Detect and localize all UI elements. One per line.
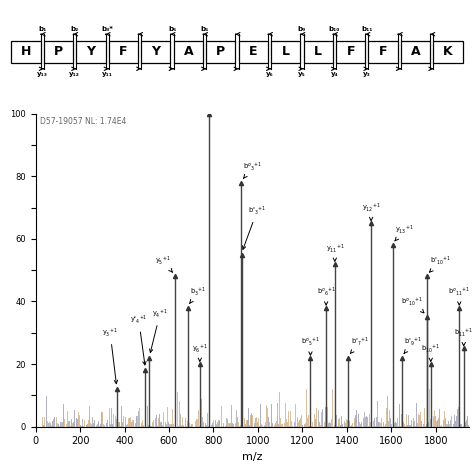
Text: y₁₂: y₁₂ xyxy=(69,71,80,77)
Text: b₁₀: b₁₀ xyxy=(328,26,340,32)
Bar xyxy=(44,41,73,63)
Text: b$^o$$_5$$^{+1}$: b$^o$$_5$$^{+1}$ xyxy=(301,336,320,355)
Text: b'$_3$$^{+1}$: b'$_3$$^{+1}$ xyxy=(243,204,266,249)
Text: y$_{11}$$^{+1}$: y$_{11}$$^{+1}$ xyxy=(326,242,344,261)
Bar xyxy=(173,41,203,63)
Bar xyxy=(401,41,430,63)
Text: b₁: b₁ xyxy=(38,26,46,32)
Text: y$_6$$^{+1}$: y$_6$$^{+1}$ xyxy=(192,342,208,361)
Text: y$_5$$^{+1}$: y$_5$$^{+1}$ xyxy=(155,255,173,272)
Text: b$^o$$_{10}$$^{+1}$: b$^o$$_{10}$$^{+1}$ xyxy=(401,295,424,313)
Text: y₁₁: y₁₁ xyxy=(102,71,112,77)
Text: y'$_4$$^{+1}$: y'$_4$$^{+1}$ xyxy=(130,314,147,365)
Text: b'$_9$$^{+1}$: b'$_9$$^{+1}$ xyxy=(404,336,422,354)
Text: A: A xyxy=(411,46,420,58)
Text: b₆: b₆ xyxy=(201,26,209,32)
Text: L: L xyxy=(314,46,322,58)
Bar xyxy=(238,41,268,63)
Text: y$_{12}$$^{+1}$: y$_{12}$$^{+1}$ xyxy=(362,201,381,220)
Text: D57-19057 NL: 1.74E4: D57-19057 NL: 1.74E4 xyxy=(40,117,126,126)
Text: b$_{11}$$^{+1}$: b$_{11}$$^{+1}$ xyxy=(454,327,473,346)
Text: P: P xyxy=(54,46,63,58)
Text: F: F xyxy=(119,46,128,58)
Text: y₅: y₅ xyxy=(298,71,306,77)
Text: H: H xyxy=(21,46,31,58)
Bar xyxy=(109,41,138,63)
Text: Y: Y xyxy=(86,46,95,58)
Text: y₆: y₆ xyxy=(265,71,273,77)
Bar xyxy=(433,41,463,63)
X-axis label: m/z: m/z xyxy=(242,452,263,462)
Text: y$_{13}$$^{+1}$: y$_{13}$$^{+1}$ xyxy=(395,223,414,241)
Text: b₉: b₉ xyxy=(298,26,306,32)
Text: b$_{10}$$^{+1}$: b$_{10}$$^{+1}$ xyxy=(421,342,440,361)
Bar xyxy=(11,41,41,63)
Text: E: E xyxy=(249,46,257,58)
Text: P: P xyxy=(216,46,225,58)
Text: Y: Y xyxy=(151,46,160,58)
Text: b$^o$$_6$$^{+1}$: b$^o$$_6$$^{+1}$ xyxy=(317,286,336,305)
Text: F: F xyxy=(379,46,387,58)
Text: K: K xyxy=(443,46,453,58)
Bar xyxy=(206,41,236,63)
Bar xyxy=(368,41,398,63)
Text: b₅: b₅ xyxy=(168,26,176,32)
Text: b$_2$$^{+1}$: b$_2$$^{+1}$ xyxy=(0,473,1,474)
Bar xyxy=(271,41,301,63)
Text: b₁₁: b₁₁ xyxy=(361,26,373,32)
Text: b$_3$$^{+1}$: b$_3$$^{+1}$ xyxy=(190,286,206,303)
Text: y₄: y₄ xyxy=(330,71,338,77)
Text: F: F xyxy=(346,46,355,58)
Text: b'$_7$$^{+1}$: b'$_7$$^{+1}$ xyxy=(350,336,369,354)
Text: y₃: y₃ xyxy=(363,71,371,77)
Text: b₃*: b₃* xyxy=(101,26,113,32)
Text: b₂: b₂ xyxy=(71,26,79,32)
Text: L: L xyxy=(282,46,290,58)
Text: b$^o$$_{11}$$^{+1}$: b$^o$$_{11}$$^{+1}$ xyxy=(448,286,470,305)
Bar xyxy=(303,41,333,63)
Text: y$_3$$^{+1}$: y$_3$$^{+1}$ xyxy=(102,327,118,383)
Bar xyxy=(76,41,106,63)
Text: b'$_{10}$$^{+1}$: b'$_{10}$$^{+1}$ xyxy=(429,255,451,272)
Bar xyxy=(141,41,171,63)
Bar xyxy=(336,41,365,63)
Text: b$^o$$_3$$^{+1}$: b$^o$$_3$$^{+1}$ xyxy=(243,161,262,178)
Text: y$_4$$^{+1}$: y$_4$$^{+1}$ xyxy=(149,308,168,353)
Text: y₁₃: y₁₃ xyxy=(37,71,48,77)
Text: A: A xyxy=(183,46,193,58)
